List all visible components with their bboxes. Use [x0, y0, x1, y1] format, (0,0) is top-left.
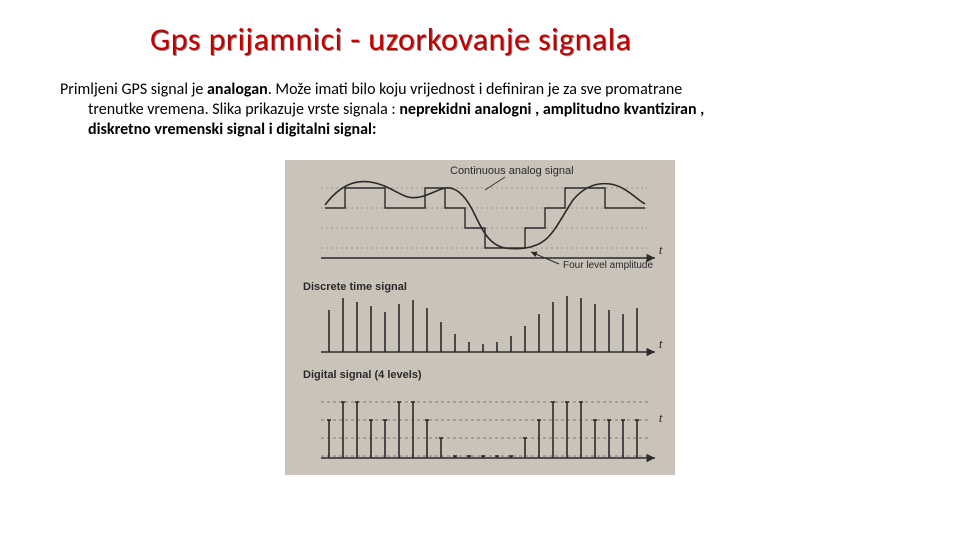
slide-title: Gps prijamnici - uzorkovanje signala [150, 20, 631, 59]
svg-text:Continuous analog signal: Continuous analog signal [450, 165, 574, 177]
body-line2-pre: trenutke vremena. Slika prikazuje vrste … [88, 100, 399, 119]
body-line1-post: . Može imati bilo koju vrijednost i defi… [268, 80, 683, 99]
body-line1-bold: analogan [207, 80, 268, 99]
body-line2-bold: neprekidni analogni , amplitudno kvantiz… [399, 100, 704, 119]
signal-figure: Continuous analog signaltFour level ampl… [285, 160, 675, 475]
body-paragraph: Primljeni GPS signal je analogan. Može i… [60, 80, 900, 140]
svg-text:Discrete time signal: Discrete time signal [303, 281, 407, 293]
signal-diagram: Continuous analog signaltFour level ampl… [285, 160, 675, 475]
body-line3-bold: diskretno vremenski signal i digitalni s… [88, 120, 376, 139]
svg-text:Four level amplitude: Four level amplitude [563, 260, 653, 271]
body-line1-pre: Primljeni GPS signal je [60, 80, 207, 99]
svg-text:Digital signal (4 levels): Digital signal (4 levels) [303, 369, 422, 381]
slide: Gps prijamnici - uzorkovanje signala Pri… [0, 0, 960, 540]
